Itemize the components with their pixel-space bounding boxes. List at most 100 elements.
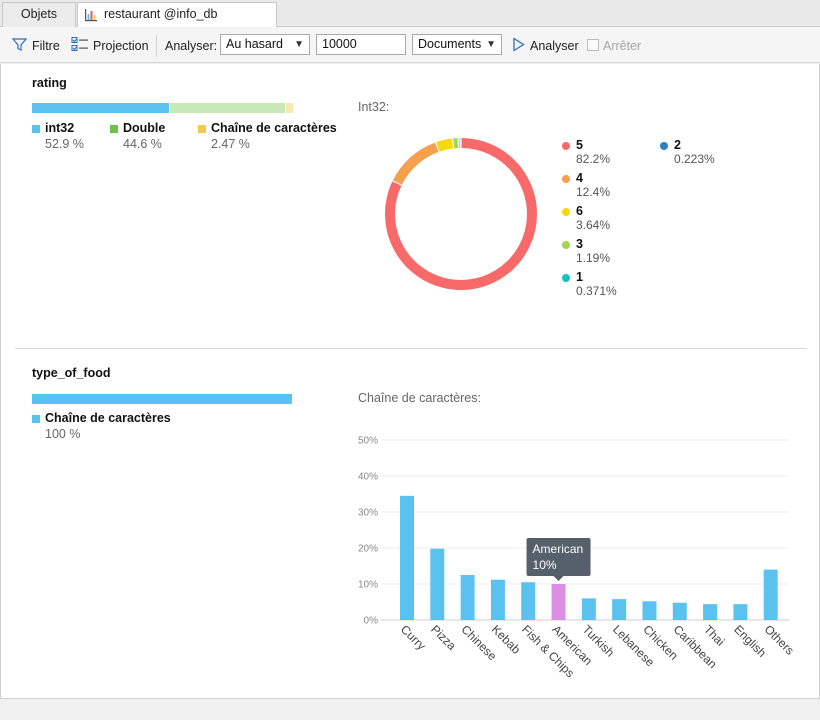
type-of-food-bar-chart: 0%10%20%30%40%50%Curry Pizza ChineseKebabF… xyxy=(358,436,797,681)
legend-value-label: 4 xyxy=(576,171,583,185)
chevron-down-icon: ▼ xyxy=(486,39,496,50)
bar-american[interactable] xyxy=(551,584,566,620)
legend-value-label: 6 xyxy=(576,204,583,218)
donut-chart-caption: Int32: xyxy=(358,100,390,114)
bar-chinese[interactable] xyxy=(460,575,475,620)
donut-slice-1[interactable] xyxy=(458,138,460,149)
stop-checkbox[interactable] xyxy=(587,39,599,51)
donut-legend-item-1: 1 0.371% xyxy=(562,270,642,300)
legend-type-percent: 100 % xyxy=(45,427,81,441)
type-segment-double xyxy=(170,103,285,113)
bar-chicken[interactable] xyxy=(642,601,657,620)
y-tick-label: 40% xyxy=(358,472,378,483)
x-tick-label: Thai xyxy=(701,622,727,648)
donut-legend-item-4: 4 12.4% xyxy=(562,171,642,201)
legend-percent: 3.64% xyxy=(576,218,611,232)
bar-lebanese[interactable] xyxy=(612,599,627,620)
legend-value-label: 2 xyxy=(674,138,681,152)
legend-dot xyxy=(562,241,570,249)
legend-percent: 12.4% xyxy=(576,185,611,199)
legend-type-name: int32 xyxy=(45,121,75,135)
scope-value: Documents xyxy=(418,37,482,51)
projection-button[interactable]: Projection xyxy=(93,39,149,53)
bar-english[interactable] xyxy=(733,604,748,620)
scope-select[interactable]: Documents ▼ xyxy=(412,34,502,55)
toolbar: Filtre Projection Analyser: Au hasard ▼ … xyxy=(0,27,820,63)
legend-dot xyxy=(660,142,668,150)
run-analysis-button[interactable]: Analyser xyxy=(530,39,579,53)
legend-dot xyxy=(562,142,570,150)
donut-legend-item-6: 6 3.64% xyxy=(562,204,642,234)
legend-swatch xyxy=(198,125,206,133)
donut-slice-6[interactable] xyxy=(436,138,454,152)
legend-dot xyxy=(562,208,570,216)
bar-fish-chips[interactable] xyxy=(521,582,536,620)
bar-chart-icon xyxy=(85,9,97,22)
type-distribution-bar xyxy=(32,103,293,113)
legend-percent: 82.2% xyxy=(576,152,611,166)
legend-value-label: 1 xyxy=(576,270,583,284)
status-bar xyxy=(0,698,820,720)
play-icon[interactable] xyxy=(512,37,525,52)
donut-slice-4[interactable] xyxy=(392,142,439,185)
donut-slice-3[interactable] xyxy=(453,138,459,149)
donut-legend-item-5: 5 82.2% xyxy=(562,138,642,168)
bar-thai[interactable] xyxy=(703,604,718,620)
legend-dot xyxy=(562,274,570,282)
legend-percent: 1.19% xyxy=(576,251,611,265)
legend-dot xyxy=(562,175,570,183)
bar-chart-caption: Chaîne de caractères: xyxy=(358,391,481,405)
y-tick-label: 20% xyxy=(358,544,378,555)
bar-pizza[interactable] xyxy=(430,548,445,620)
type-legend-string: Chaîne de caractères 100 % xyxy=(32,411,232,443)
type-legend-int32: int32 52.9 % xyxy=(32,121,112,153)
bar-tooltip: American 10% xyxy=(526,538,591,581)
donut-legend-item-3: 3 1.19% xyxy=(562,237,642,267)
sample-count-input[interactable]: 10000 xyxy=(316,34,406,55)
analysis-panel: rating int32 52.9 % Double 44.6 % Chaîne… xyxy=(0,64,820,698)
analyser-label: Analyser: xyxy=(165,39,218,53)
legend-swatch xyxy=(110,125,118,133)
section-divider xyxy=(15,348,807,349)
legend-value-label: 5 xyxy=(576,138,583,152)
sampling-select[interactable]: Au hasard ▼ xyxy=(220,34,310,55)
tab-bar: Objets restaurant @info_db (Mongd... xyxy=(0,0,820,44)
legend-type-name: Chaîne de caractères xyxy=(211,121,337,135)
x-tick-label: Curry xyxy=(398,622,429,653)
chevron-down-icon: ▼ xyxy=(294,39,304,50)
legend-type-name: Chaîne de caractères xyxy=(45,411,171,425)
legend-swatch xyxy=(32,415,40,423)
type-legend-string: Chaîne de caractères 2.47 % xyxy=(198,121,338,153)
bar-curry[interactable] xyxy=(400,495,414,620)
bar-kebab[interactable] xyxy=(490,579,505,620)
y-tick-label: 10% xyxy=(358,580,378,591)
y-tick-label: 0% xyxy=(364,616,379,627)
tab-objets[interactable]: Objets xyxy=(2,2,76,27)
x-tick-label: Pizza xyxy=(428,622,459,653)
legend-percent: 0.223% xyxy=(674,152,715,166)
bar-caribbean[interactable] xyxy=(672,602,687,620)
int32-donut-chart xyxy=(385,138,537,290)
filter-button[interactable]: Filtre xyxy=(32,39,60,53)
tab-objets-label: Objets xyxy=(20,7,58,21)
filter-icon[interactable] xyxy=(12,37,27,52)
stop-button[interactable]: Arrêter xyxy=(603,39,642,53)
projection-icon[interactable] xyxy=(71,36,89,53)
bar-others[interactable] xyxy=(763,569,778,620)
donut-legend-item-2: 2 0.223% xyxy=(660,138,740,168)
tooltip-label: American xyxy=(533,542,584,556)
legend-type-percent: 44.6 % xyxy=(123,137,162,151)
tab-restaurant-analysis[interactable]: restaurant @info_db (Mongd... xyxy=(77,2,277,44)
bar-turkish[interactable] xyxy=(581,598,596,620)
legend-type-percent: 2.47 % xyxy=(211,137,250,151)
type-segment-string xyxy=(32,394,292,404)
legend-type-name: Double xyxy=(123,121,166,135)
type-legend-double: Double 44.6 % xyxy=(110,121,190,153)
legend-percent: 0.371% xyxy=(576,284,617,298)
y-tick-label: 50% xyxy=(358,436,378,447)
legend-value-label: 3 xyxy=(576,237,583,251)
type-segment-int32 xyxy=(32,103,169,113)
type-segment-string xyxy=(286,103,293,113)
field-name-type-of-food: type_of_food xyxy=(32,366,111,380)
tooltip-value: 10% xyxy=(533,558,557,572)
